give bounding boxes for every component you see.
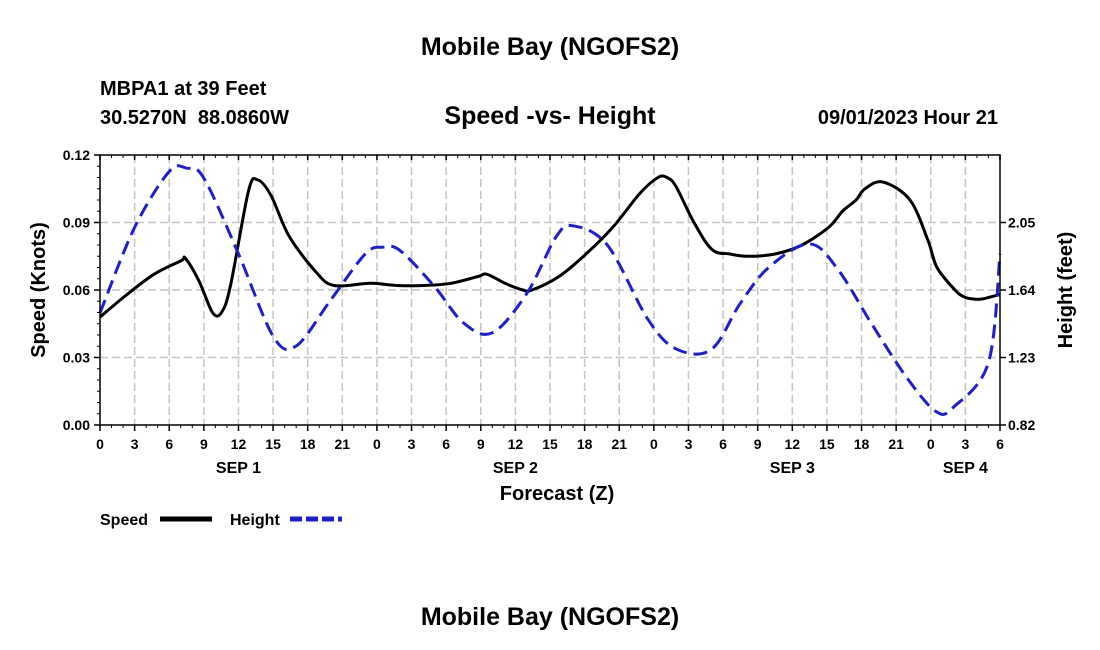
x-tick-label: 18 <box>577 436 593 452</box>
x-day-label: SEP 4 <box>943 460 988 477</box>
y-tick-label-right: 0.82 <box>1008 417 1035 433</box>
x-day-label: SEP 1 <box>216 460 261 477</box>
axis-ticks: 0 3 6 9 12 15 18 21 0 3 6 9 12 15 18 21 0 3 6 9 12 15 18 21 0 3 60… <box>63 147 1036 477</box>
x-tick-label: 9 <box>754 436 762 452</box>
x-tick-label: 0 <box>96 436 104 452</box>
y-tick-label-right: 1.64 <box>1008 282 1035 298</box>
series-line-speed <box>99 174 1001 319</box>
x-tick-label: 12 <box>508 436 524 452</box>
legend-label-speed: Speed <box>100 512 148 529</box>
x-tick-label: 15 <box>819 436 835 452</box>
x-tick-label: 0 <box>650 436 658 452</box>
y-tick-label-left: 0.06 <box>63 282 90 298</box>
y-tick-label-left: 0.03 <box>63 350 90 366</box>
station-name: MBPA1 at 39 Feet <box>100 78 267 100</box>
x-tick-label: 15 <box>265 436 281 452</box>
x-tick-label: 21 <box>888 436 904 452</box>
chart-title: Speed -vs- Height <box>444 102 656 130</box>
x-day-label: SEP 2 <box>493 460 538 477</box>
x-tick-label: 0 <box>373 436 381 452</box>
x-tick-label: 18 <box>300 436 316 452</box>
x-tick-label: 12 <box>231 436 247 452</box>
x-tick-label: 9 <box>200 436 208 452</box>
x-tick-label: 12 <box>785 436 801 452</box>
x-tick-label: 3 <box>685 436 693 452</box>
forecast-date-label: 09/01/2023 Hour 21 <box>818 107 998 129</box>
x-tick-label: 21 <box>335 436 351 452</box>
y-tick-label-left: 0.09 <box>63 215 90 231</box>
grid-lines <box>100 155 1000 425</box>
legend-label-height: Height <box>230 512 280 529</box>
y-axis-label-right: Height (feet) <box>1055 232 1077 349</box>
x-tick-label: 3 <box>961 436 969 452</box>
x-tick-label: 0 <box>927 436 935 452</box>
y-tick-label-left: 0.12 <box>63 147 90 163</box>
x-tick-label: 6 <box>165 436 173 452</box>
series-line-height <box>98 164 1002 416</box>
chart-legend: Speed Height <box>100 512 342 529</box>
x-day-label: SEP 3 <box>770 460 815 477</box>
y-tick-label-right: 1.23 <box>1008 350 1035 366</box>
x-tick-label: 6 <box>719 436 727 452</box>
station-coordinates: 30.5270N 88.0860W <box>100 107 289 129</box>
x-tick-label: 6 <box>442 436 450 452</box>
x-axis-label: Forecast (Z) <box>500 483 614 505</box>
x-tick-label: 9 <box>477 436 485 452</box>
page-title: Mobile Bay (NGOFS2) <box>421 33 679 61</box>
x-tick-label: 15 <box>542 436 558 452</box>
x-tick-label: 21 <box>611 436 627 452</box>
y-axis-label-left: Speed (Knots) <box>28 222 50 358</box>
data-series <box>98 164 1002 416</box>
footer-title: Mobile Bay (NGOFS2) <box>421 603 679 631</box>
x-tick-label: 6 <box>996 436 1004 452</box>
x-tick-label: 18 <box>854 436 870 452</box>
x-tick-label: 3 <box>131 436 139 452</box>
y-tick-label-left: 0.00 <box>63 417 90 433</box>
y-tick-label-right: 2.05 <box>1008 215 1035 231</box>
x-tick-label: 3 <box>408 436 416 452</box>
